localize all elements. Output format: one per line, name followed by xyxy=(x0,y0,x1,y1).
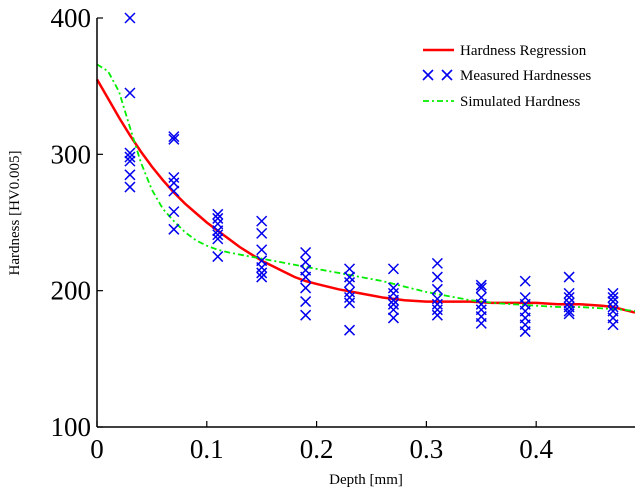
measured-hardness-point xyxy=(344,271,356,283)
y-axis-label: Hardness [HV0.005] xyxy=(7,151,23,276)
measured-hardness-point xyxy=(387,298,399,310)
measured-hardness-point xyxy=(563,287,575,299)
measured-hardness-point xyxy=(431,283,443,295)
measured-hardness-point xyxy=(212,233,224,245)
y-tick-label: 100 xyxy=(51,412,92,442)
measured-hardness-point xyxy=(563,297,575,309)
measured-hardness-point xyxy=(431,309,443,321)
measured-hardness-point xyxy=(168,185,180,197)
measured-hardness-point xyxy=(431,298,443,310)
legend: Hardness Regression Measured Hardnesses … xyxy=(422,43,591,110)
measured-hardness-point xyxy=(256,215,268,227)
measured-hardness-point xyxy=(168,171,180,184)
measured-hardness-point xyxy=(607,296,619,308)
legend-label-simulated-hardness: Simulated Hardness xyxy=(460,94,581,110)
axes-layer xyxy=(96,18,635,428)
y-tick-label: 200 xyxy=(51,276,92,306)
measured-hardness-point xyxy=(124,169,136,181)
x-axis-label: Depth [mm] xyxy=(329,472,403,488)
measured-hardness-point xyxy=(212,225,224,237)
measured-hardness-point xyxy=(256,261,268,274)
measured-hardness-point xyxy=(519,275,531,287)
legend-swatch-x-marker-1 xyxy=(422,69,434,81)
legend-swatch-x-marker-2 xyxy=(441,69,453,81)
x-tick-label: 0.3 xyxy=(410,434,444,464)
measured-hardness-point xyxy=(431,293,443,305)
measured-hardness-point xyxy=(387,304,399,316)
measured-hardness-point xyxy=(212,229,224,241)
measured-hardness-point xyxy=(387,294,399,306)
x-tick-label: 0.1 xyxy=(190,434,224,464)
measured-hardness-point xyxy=(607,291,619,304)
measured-hardness-point xyxy=(475,298,487,310)
measured-hardness-point xyxy=(431,271,443,283)
measured-hardness-point xyxy=(607,301,619,313)
measured-hardness-point xyxy=(168,133,180,145)
legend-label-measured-hardnesses: Measured Hardnesses xyxy=(460,68,591,84)
measured-hardness-point xyxy=(475,317,487,329)
measured-hardness-point xyxy=(563,305,575,317)
measured-hardness-point xyxy=(124,12,136,24)
measured-hardness-point xyxy=(431,257,443,269)
measured-hardness-point xyxy=(300,282,312,294)
measured-hardness-point xyxy=(563,271,575,283)
measured-hardness-point xyxy=(344,291,356,304)
measured-hardness-point xyxy=(344,324,356,336)
measured-hardness-point xyxy=(563,308,575,320)
measured-hardness-point xyxy=(431,304,443,316)
measured-hardness-point xyxy=(256,267,268,279)
y-tick-label: 400 xyxy=(51,3,92,33)
legend-entry-hardness-regression: Hardness Regression xyxy=(423,43,587,59)
measured-hardness-point xyxy=(300,296,312,308)
ticks-layer: 0 0.1 0.2 0.3 0.4 100 200 300 400 xyxy=(51,3,554,464)
legend-entry-simulated-hardness: Simulated Hardness xyxy=(423,94,581,110)
x-tick-label: 0.4 xyxy=(519,434,553,464)
measured-hardness-point xyxy=(344,263,356,275)
legend-label-hardness-regression: Hardness Regression xyxy=(460,43,587,59)
measured-hardness-point xyxy=(300,271,312,283)
measured-hardness-point xyxy=(344,286,356,298)
series-layer xyxy=(95,12,635,338)
measured-hardness-point xyxy=(256,227,268,239)
simulated-hardness-line xyxy=(96,63,635,312)
measured-hardness-point xyxy=(168,223,180,235)
measured-hardness-point xyxy=(168,131,180,143)
x-tick-label: 0 xyxy=(90,434,104,464)
measured-hardness-point xyxy=(212,251,224,263)
measured-hardness-point xyxy=(168,177,180,189)
measured-hardness-point xyxy=(168,206,180,218)
measured-hardness-point xyxy=(212,208,224,220)
measured-hardness-point xyxy=(124,155,136,167)
measured-hardness-point xyxy=(124,147,136,159)
measured-hardness-point xyxy=(124,181,136,193)
legend-entry-measured-hardnesses: Measured Hardnesses xyxy=(422,68,591,84)
measured-hardness-point xyxy=(300,246,312,259)
measured-hardness-point xyxy=(607,319,619,331)
measured-hardness-point xyxy=(344,297,356,309)
measured-hardness-point xyxy=(387,263,399,275)
hardness-regression-line xyxy=(95,78,635,314)
measured-hardness-point xyxy=(607,287,619,299)
measured-hardness-point xyxy=(475,282,487,294)
measured-hardness-point xyxy=(387,312,399,324)
measured-hardness-point xyxy=(300,309,312,321)
measured-hardness-point xyxy=(212,212,224,224)
x-tick-label: 0.2 xyxy=(300,434,334,464)
measured-hardness-point xyxy=(475,279,487,291)
measured-hardness-point xyxy=(563,291,575,304)
measured-hardness-point xyxy=(387,282,399,294)
measured-hardness-point xyxy=(344,276,356,289)
measured-hardness-point xyxy=(124,151,136,163)
measured-hardness-point xyxy=(256,244,268,256)
measured-hardness-point xyxy=(256,271,268,283)
measured-hardness-point xyxy=(519,326,531,338)
y-tick-label: 300 xyxy=(51,139,92,169)
measured-hardness-point xyxy=(124,87,136,99)
measured-hardness-point xyxy=(300,256,312,268)
